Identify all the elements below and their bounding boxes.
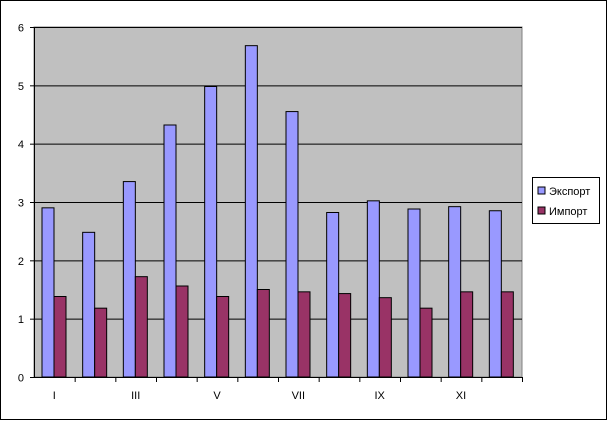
x-tick-label: III [131,390,140,402]
y-tick-label: 6 [18,23,24,35]
bar-export [41,207,55,378]
legend-box [532,177,600,224]
bar-import [175,285,189,378]
x-tick-label: VII [292,390,305,402]
bar-export [163,124,177,378]
bar-export [82,231,96,378]
x-tick-label: XI [456,390,466,402]
bar-export [448,206,462,378]
bar-import [297,291,311,378]
bar-export [488,210,502,378]
y-tick-label: 0 [18,373,24,385]
x-tick-label: IX [374,390,385,402]
x-tick-label: V [213,390,221,402]
bar-export [204,86,218,378]
bar-import [53,296,67,378]
bar-import [338,293,352,378]
legend-swatch [537,186,546,195]
bar-export [244,45,258,378]
bar-import [500,291,514,378]
legend-label: Импорт [549,206,587,218]
legend-label: Экспорт [549,186,590,198]
x-tick-label: I [53,390,56,402]
bar-export [407,208,421,378]
bar-import [256,289,270,378]
bar-export [326,212,340,378]
bar-import [94,307,108,378]
y-tick-label: 5 [18,81,24,93]
bars [41,45,514,378]
axes [30,27,523,382]
y-tick-label: 4 [18,139,24,151]
y-tick-label: 3 [18,198,24,210]
bar-export [122,181,136,378]
legend-swatch [537,206,546,215]
bar-export [366,200,380,378]
bar-import [419,307,433,378]
gridlines [34,27,522,320]
bar-import [378,297,392,378]
bar-export [285,111,299,378]
bar-import [216,296,230,378]
bar-import [134,276,148,378]
legend: Экспорт Импорт [532,177,600,224]
bar-import [460,291,474,378]
y-tick-label: 2 [18,256,24,268]
y-tick-label: 1 [18,314,24,326]
